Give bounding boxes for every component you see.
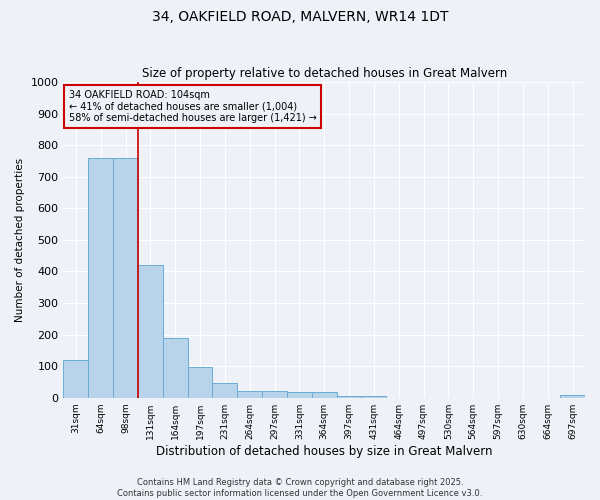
Bar	[337, 396, 361, 398]
Bar	[262, 391, 287, 398]
Bar	[312, 392, 337, 398]
Bar	[188, 367, 212, 398]
Bar	[212, 382, 237, 398]
Title: Size of property relative to detached houses in Great Malvern: Size of property relative to detached ho…	[142, 66, 507, 80]
Bar	[163, 338, 188, 398]
Text: 34 OAKFIELD ROAD: 104sqm
← 41% of detached houses are smaller (1,004)
58% of sem: 34 OAKFIELD ROAD: 104sqm ← 41% of detach…	[68, 90, 317, 123]
Y-axis label: Number of detached properties: Number of detached properties	[15, 158, 25, 322]
Bar	[64, 360, 88, 398]
Bar	[287, 392, 312, 398]
Bar	[237, 391, 262, 398]
Bar	[113, 158, 138, 398]
Bar	[88, 158, 113, 398]
Bar	[138, 265, 163, 398]
Bar	[560, 395, 585, 398]
Bar	[361, 396, 386, 398]
Text: Contains HM Land Registry data © Crown copyright and database right 2025.
Contai: Contains HM Land Registry data © Crown c…	[118, 478, 482, 498]
X-axis label: Distribution of detached houses by size in Great Malvern: Distribution of detached houses by size …	[156, 444, 493, 458]
Text: 34, OAKFIELD ROAD, MALVERN, WR14 1DT: 34, OAKFIELD ROAD, MALVERN, WR14 1DT	[152, 10, 448, 24]
